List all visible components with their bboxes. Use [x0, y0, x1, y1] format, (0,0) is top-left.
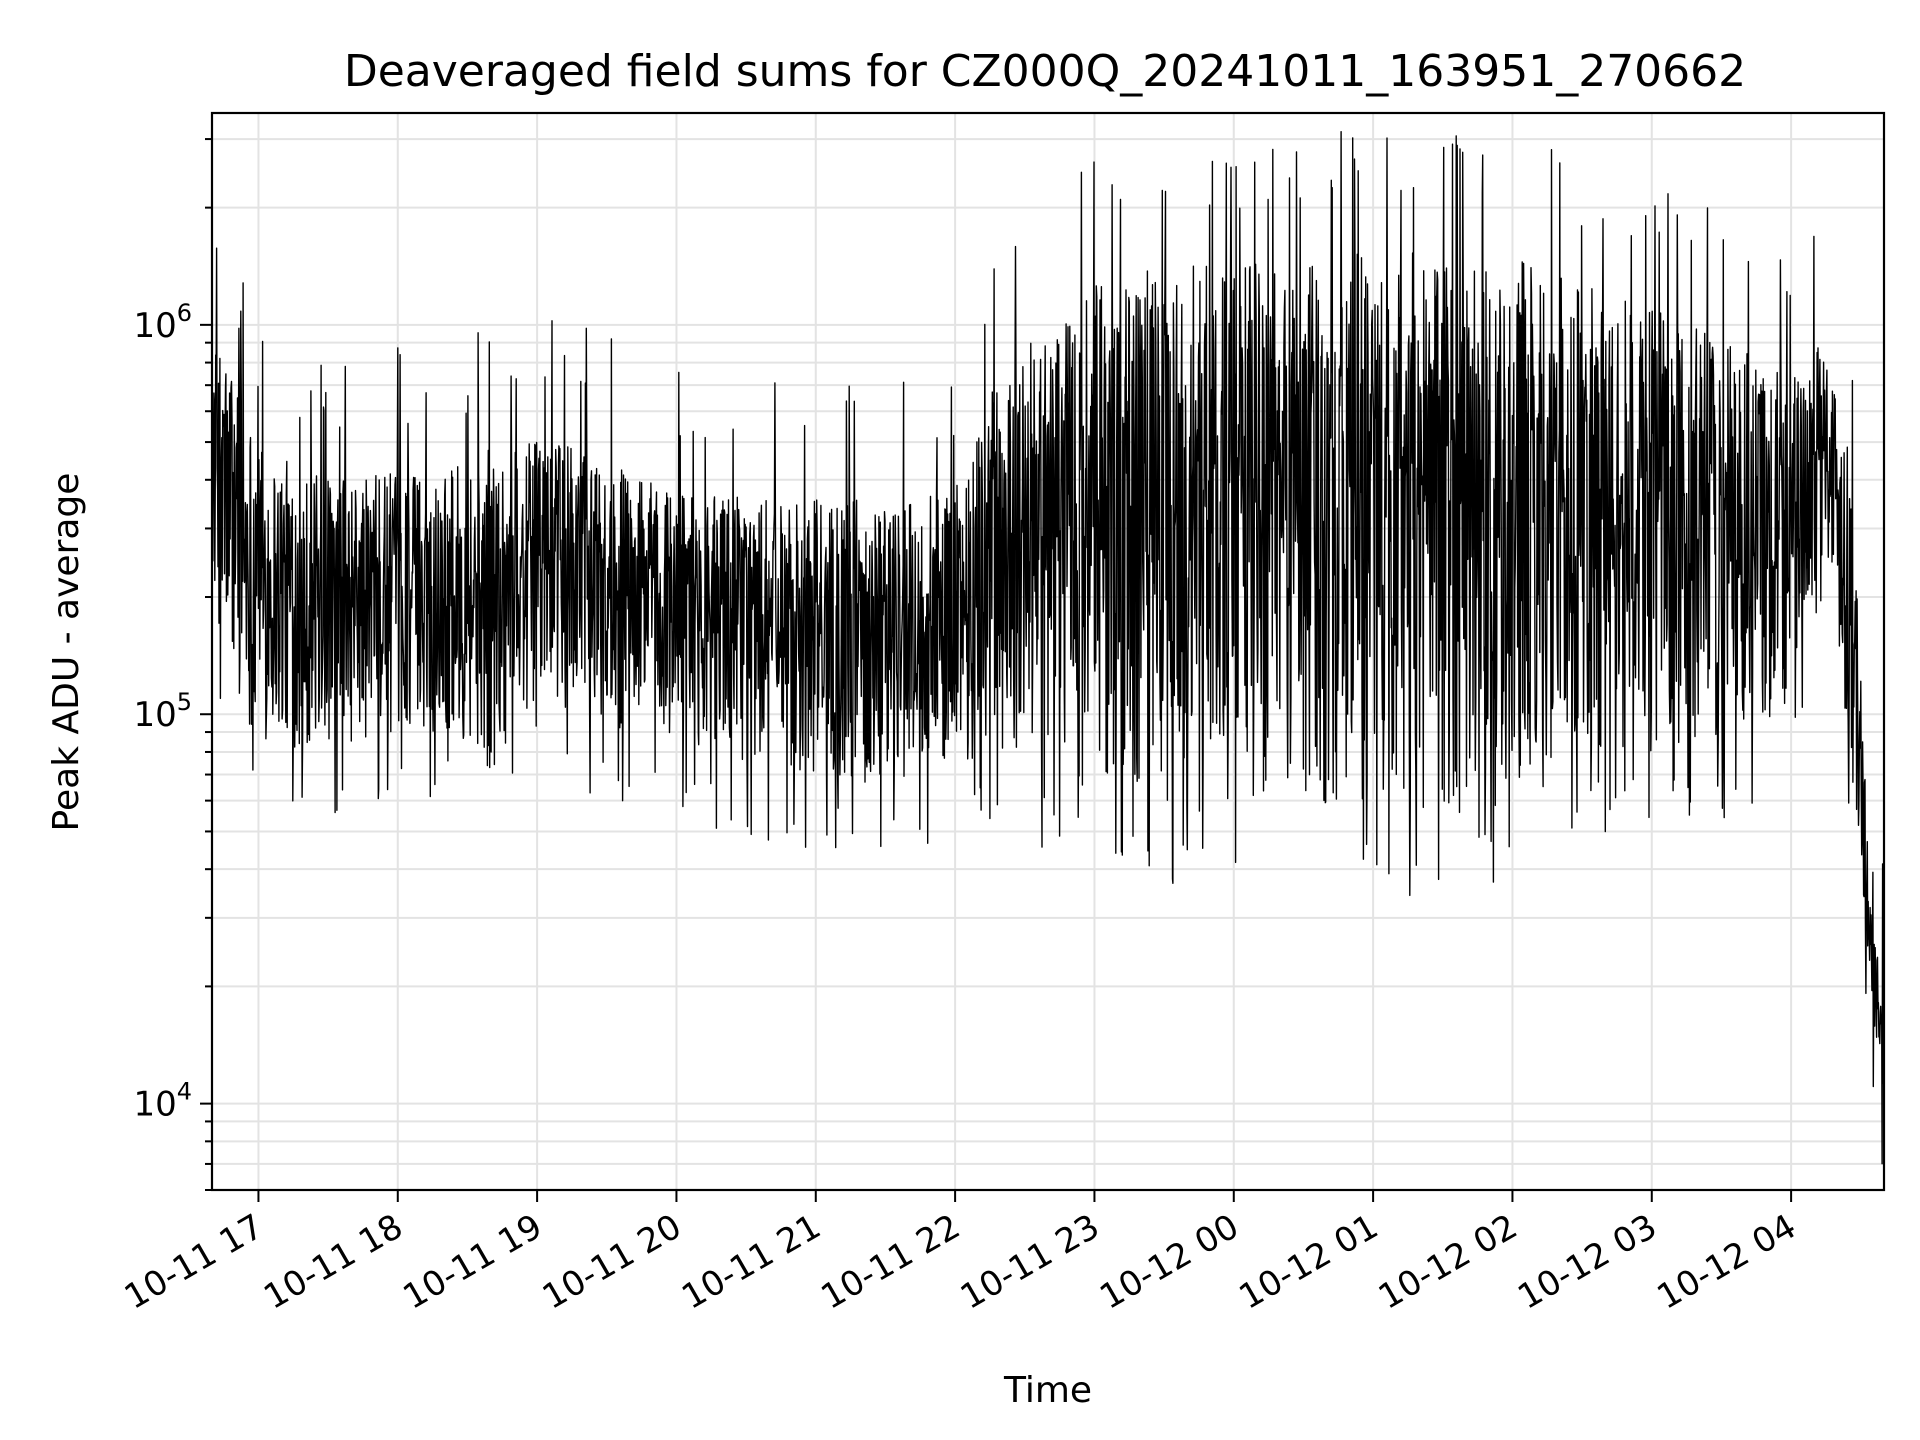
- y-tick-label: 105: [133, 688, 192, 735]
- x-tick-label: 10-11 20: [536, 1207, 688, 1318]
- series: [211, 131, 1885, 1165]
- y-axis-label: Peak ADU - average: [46, 473, 87, 832]
- x-tick-label: 10-12 04: [1651, 1207, 1803, 1318]
- x-tick-label: 10-11 23: [954, 1207, 1106, 1318]
- x-tick-label: 10-12 03: [1511, 1207, 1663, 1318]
- x-tick-label: 10-11 19: [397, 1207, 549, 1318]
- y-tick-label: 104: [133, 1078, 192, 1125]
- x-tick-label: 10-11 22: [815, 1207, 967, 1318]
- x-axis-label: Time: [1003, 1370, 1092, 1411]
- x-tick-label: 10-11 18: [257, 1207, 409, 1318]
- x-tick-label: 10-11 21: [675, 1207, 827, 1318]
- x-tick-label: 10-12 00: [1093, 1207, 1245, 1318]
- x-tick-label: 10-12 02: [1372, 1207, 1524, 1318]
- plot-frame: [210, 111, 1886, 1192]
- chart-title: Deaveraged field sums for CZ000Q_2024101…: [344, 46, 1746, 97]
- x-tick-label: 10-12 01: [1233, 1207, 1385, 1318]
- x-tick-label: 10-11 17: [118, 1207, 270, 1318]
- y-axis: 104 105 106: [133, 138, 212, 1191]
- y-tick-label: 106: [133, 299, 192, 346]
- series-line: [211, 131, 1885, 1165]
